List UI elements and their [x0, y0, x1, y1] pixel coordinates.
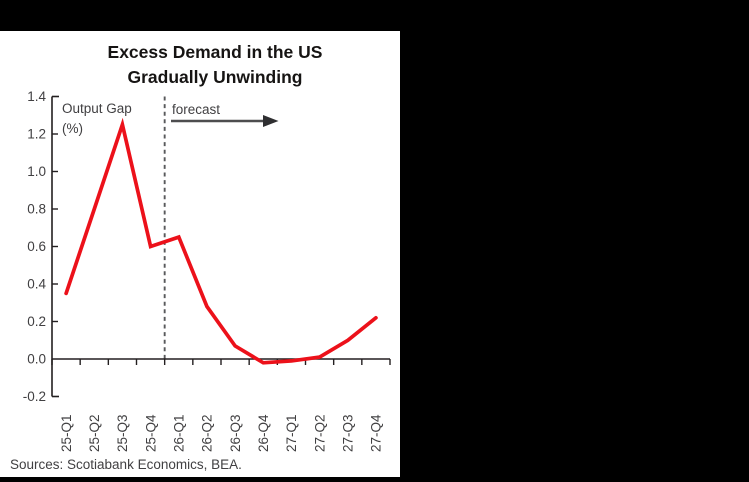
axis-unit-label-line-2: (%) [62, 121, 83, 136]
forecast-label: forecast [172, 102, 220, 117]
y-axis-tick-label: 1.2 [27, 127, 46, 142]
x-axis-category-label: 25-Q4 [143, 414, 158, 452]
x-axis-category-label: 27-Q3 [340, 414, 355, 452]
x-axis-category-label: 26-Q2 [200, 414, 215, 452]
y-axis-tick-label: 0.2 [27, 314, 46, 329]
x-axis-category-label: 27-Q4 [369, 414, 384, 452]
x-axis-category-label: 26-Q3 [228, 414, 243, 452]
source-attribution: Sources: Scotiabank Economics, BEA. [10, 457, 242, 472]
x-axis-category-label: 27-Q1 [284, 414, 299, 452]
y-axis-tick-label: -0.2 [23, 389, 46, 404]
chart-title-line-2: Gradually Unwinding [127, 67, 303, 87]
chart-title-line-1: Excess Demand in the US [107, 42, 323, 62]
x-axis-category-label: 27-Q2 [312, 414, 327, 452]
generated-chart-layer: 1.4 1.2 1.0 0.8 0.6 0.4 0.2 0.0 -0.2 25-Q1 25-Q2 25… [23, 89, 391, 452]
x-axis-category-label: 25-Q2 [87, 414, 102, 452]
x-axis-category-label: 25-Q1 [59, 414, 74, 452]
y-axis-tick-label: 1.4 [27, 89, 46, 104]
y-axis-tick-label: 0.6 [27, 239, 46, 254]
output-gap-series-line [64, 117, 378, 365]
y-axis-tick-label: 1.0 [27, 164, 46, 179]
chart-panel: Excess Demand in the US Gradually Unwind… [0, 31, 400, 477]
y-axis-tick-label: 0.0 [27, 352, 46, 367]
chart-title: Excess Demand in the US Gradually Unwind… [30, 40, 400, 90]
y-axis-tick-label: 0.8 [27, 202, 46, 217]
x-axis-category-label: 26-Q4 [256, 414, 271, 452]
forecast-arrow-icon [171, 115, 279, 127]
axis-unit-label-line-1: Output Gap [62, 101, 132, 116]
x-axis-category-label: 26-Q1 [171, 414, 186, 452]
x-axis-category-label: 25-Q3 [115, 414, 130, 452]
chart-svg: 1.4 1.2 1.0 0.8 0.6 0.4 0.2 0.0 -0.2 25-Q1 25-Q2 25… [23, 89, 391, 452]
y-axis-tick-label: 0.4 [27, 277, 46, 292]
